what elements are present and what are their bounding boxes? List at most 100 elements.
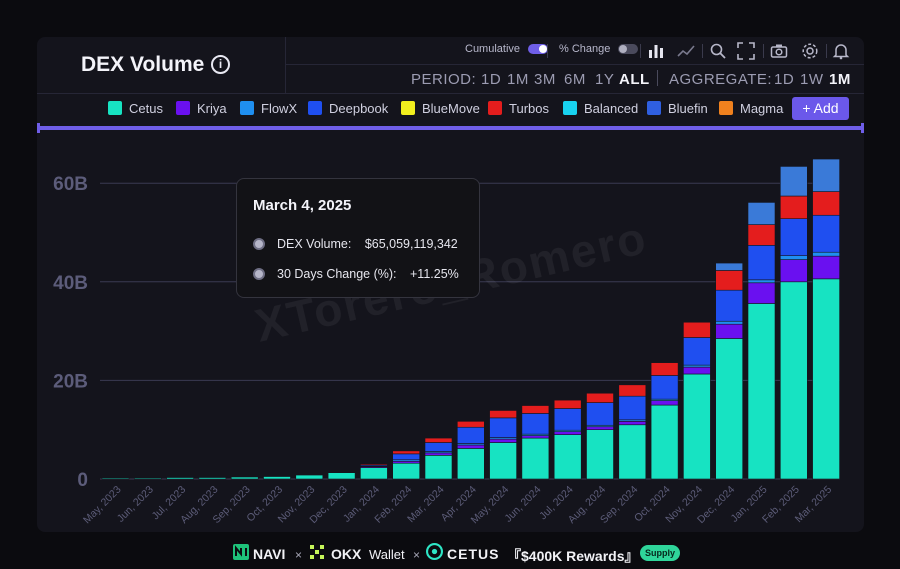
bar-segment-kriya[interactable]: [747, 282, 776, 304]
bar-segment-deepbook[interactable]: [456, 426, 485, 444]
bar-segment-turbos[interactable]: [747, 224, 776, 246]
bar-segment-bluefin[interactable]: [779, 166, 808, 197]
bar-segment-turbos[interactable]: [553, 399, 582, 409]
bar-segment-bluefin[interactable]: [715, 262, 744, 271]
bar-segment-turbos[interactable]: [456, 421, 485, 428]
bar-segment-cetus[interactable]: [295, 474, 324, 480]
bar-segment-cetus[interactable]: [715, 338, 744, 480]
legend-item-kriya[interactable]: Kriya: [176, 101, 227, 116]
bar-segment-deepbook[interactable]: [392, 453, 421, 461]
legend-item-deepbook[interactable]: Deepbook: [308, 101, 388, 116]
add-series-button[interactable]: + Add: [792, 97, 849, 120]
bar-segment-cetus[interactable]: [618, 424, 647, 480]
info-icon[interactable]: i: [211, 55, 230, 74]
bar-segment-turbos[interactable]: [812, 191, 840, 216]
bar-segment-turbos[interactable]: [489, 410, 517, 419]
bar-segment-cetus[interactable]: [586, 429, 614, 480]
bar-segment-kriya[interactable]: [715, 323, 744, 339]
cumulative-switch[interactable]: [528, 44, 549, 55]
bar-segment-deepbook[interactable]: [812, 214, 840, 253]
bar-segment-deepbook[interactable]: [553, 408, 582, 431]
legend-item-bluemove[interactable]: BlueMove: [401, 101, 480, 116]
supply-button[interactable]: Supply: [640, 545, 680, 561]
settings-icon[interactable]: [801, 42, 819, 60]
line-chart-icon[interactable]: [677, 42, 695, 60]
bar-segment-kriya[interactable]: [327, 471, 356, 473]
fullscreen-icon[interactable]: [737, 42, 755, 60]
bar-segment-kriya[interactable]: [812, 255, 840, 280]
bar-chart-icon[interactable]: [647, 42, 665, 60]
bar-segment-cetus[interactable]: [456, 448, 485, 480]
bar-segment-kriya[interactable]: [650, 400, 679, 406]
bar-segment-turbos[interactable]: [715, 270, 744, 291]
bar-segment-cetus[interactable]: [650, 404, 679, 480]
bar-segment-deepbook[interactable]: [521, 413, 550, 435]
bar-segment-cetus[interactable]: [360, 467, 388, 480]
bar-segment-cetus[interactable]: [101, 477, 130, 480]
bar-segment-turbos[interactable]: [392, 450, 421, 455]
legend-item-turbos[interactable]: Turbos: [488, 101, 549, 116]
bar-segment-bluefin[interactable]: [747, 202, 776, 225]
bar-segment-cetus[interactable]: [392, 462, 421, 480]
period-option-3m[interactable]: 3M: [534, 71, 556, 88]
bar-segment-kriya[interactable]: [586, 426, 614, 431]
bar-segment-flowx[interactable]: [812, 251, 840, 257]
aggregate-option-1d[interactable]: 1D: [774, 71, 795, 88]
aggregate-option-1w[interactable]: 1W: [800, 71, 824, 88]
bar-segment-cetus[interactable]: [747, 303, 776, 480]
bar-segment-kriya[interactable]: [521, 435, 550, 439]
search-icon[interactable]: [709, 42, 727, 60]
bar-segment-cetus[interactable]: [166, 477, 194, 480]
bar-segment-turbos[interactable]: [360, 463, 388, 466]
legend-item-magma[interactable]: Magma: [719, 101, 783, 116]
cumulative-toggle[interactable]: Cumulative: [465, 43, 549, 55]
bar-segment-flowx[interactable]: [779, 255, 808, 260]
pct-change-toggle[interactable]: % Change: [559, 43, 639, 55]
bar-segment-cetus[interactable]: [263, 476, 291, 480]
legend-item-bluefin[interactable]: Bluefin: [647, 101, 708, 116]
bar-segment-kriya[interactable]: [779, 259, 808, 283]
bar-segment-cetus[interactable]: [230, 476, 259, 480]
bar-segment-deepbook[interactable]: [715, 289, 744, 322]
aggregate-option-1m[interactable]: 1M: [829, 71, 851, 88]
bar-segment-flowx[interactable]: [715, 320, 744, 325]
bar-segment-deepbook[interactable]: [489, 417, 517, 438]
bar-segment-deepbook[interactable]: [747, 245, 776, 281]
bar-segment-turbos[interactable]: [618, 384, 647, 397]
bar-segment-kriya[interactable]: [456, 444, 485, 449]
bar-segment-turbos[interactable]: [424, 437, 453, 443]
bar-segment-kriya[interactable]: [683, 366, 711, 375]
legend-item-cetus[interactable]: Cetus: [108, 101, 163, 116]
bar-segment-turbos[interactable]: [779, 195, 808, 219]
bar-segment-cetus[interactable]: [553, 434, 582, 480]
bar-segment-cetus[interactable]: [134, 477, 162, 480]
bar-segment-turbos[interactable]: [683, 321, 711, 338]
legend-item-flowx[interactable]: FlowX: [240, 101, 297, 116]
bar-segment-bluefin[interactable]: [812, 158, 840, 192]
bar-segment-deepbook[interactable]: [683, 337, 711, 366]
bar-segment-cetus[interactable]: [779, 281, 808, 480]
bar-segment-cetus[interactable]: [812, 278, 840, 480]
period-option-1y[interactable]: 1Y: [595, 71, 615, 88]
legend-item-balanced[interactable]: Balanced: [563, 101, 638, 116]
bar-segment-deepbook[interactable]: [618, 395, 647, 421]
bar-segment-cetus[interactable]: [327, 472, 356, 480]
pct-change-switch[interactable]: [618, 44, 639, 55]
camera-icon[interactable]: [770, 42, 788, 60]
bar-segment-deepbook[interactable]: [650, 375, 679, 400]
bar-segment-cetus[interactable]: [521, 437, 550, 480]
bar-segment-cetus[interactable]: [424, 455, 453, 480]
bar-segment-turbos[interactable]: [650, 362, 679, 376]
bar-segment-kriya[interactable]: [489, 438, 517, 443]
bar-segment-deepbook[interactable]: [779, 218, 808, 256]
bar-segment-cetus[interactable]: [489, 442, 517, 480]
bar-segment-flowx[interactable]: [747, 279, 776, 284]
bar-segment-kriya[interactable]: [553, 431, 582, 435]
bar-segment-deepbook[interactable]: [424, 442, 453, 452]
bar-segment-cetus[interactable]: [683, 373, 711, 480]
range-slider[interactable]: [37, 123, 864, 133]
bar-segment-kriya[interactable]: [424, 452, 453, 456]
period-option-all[interactable]: ALL: [619, 71, 650, 88]
bar-segment-kriya[interactable]: [618, 421, 647, 426]
period-option-6m[interactable]: 6M: [564, 71, 586, 88]
